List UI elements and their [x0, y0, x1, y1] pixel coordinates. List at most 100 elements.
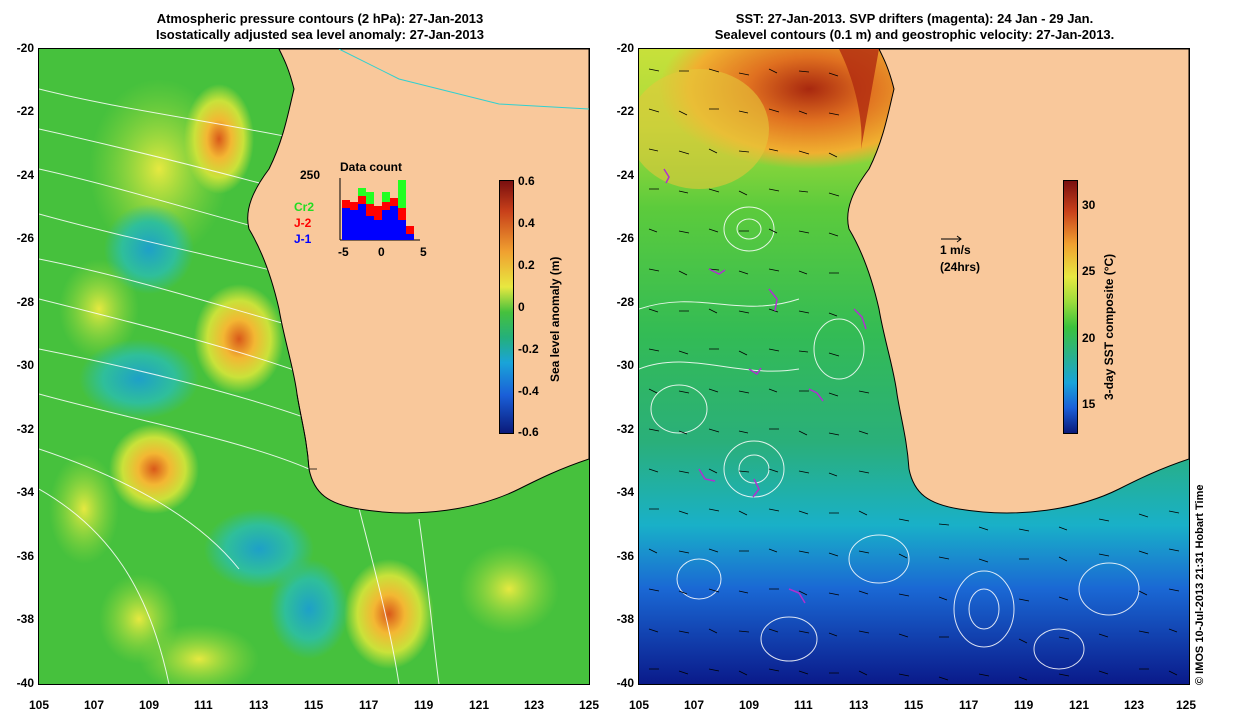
warm-water-west — [639, 69, 769, 189]
y-tick: -22 — [616, 104, 634, 118]
inset-bar-j2 — [342, 200, 350, 208]
x-tick: 109 — [739, 698, 760, 712]
left-title-line1: Atmospheric pressure contours (2 hPa): 2… — [156, 11, 484, 26]
left-cb-tick: 0.2 — [518, 258, 535, 272]
right-cb-tick: 15 — [1082, 397, 1096, 411]
sla-high — [139, 624, 259, 684]
left-colorbar-label: Sea level anomaly (m) — [548, 256, 562, 382]
inset-xtick-0: 0 — [378, 245, 385, 259]
y-tick: -38 — [16, 612, 34, 626]
x-tick: 123 — [1124, 698, 1145, 712]
australia-landmass — [847, 49, 1189, 514]
legend-j1: J-1 — [294, 232, 312, 246]
y-tick: -24 — [616, 168, 634, 182]
legend-j2: J-2 — [294, 216, 312, 230]
x-tick: 107 — [84, 698, 105, 712]
x-tick: 115 — [304, 698, 324, 712]
x-tick: 111 — [794, 698, 813, 712]
y-tick: -28 — [616, 295, 634, 309]
x-tick: 115 — [904, 698, 924, 712]
x-tick: 109 — [139, 698, 160, 712]
x-tick: 117 — [359, 698, 379, 712]
inset-ymax: 250 — [300, 168, 321, 182]
y-tick: -34 — [616, 485, 634, 499]
x-tick: 113 — [249, 698, 269, 712]
y-tick: -26 — [16, 231, 34, 245]
sla-high — [184, 84, 254, 194]
y-tick: -30 — [16, 358, 34, 372]
inset-chart — [339, 178, 420, 241]
right-map[interactable] — [638, 48, 1190, 685]
velocity-scale-sub: (24hrs) — [940, 260, 981, 274]
x-tick: 125 — [1176, 698, 1197, 712]
y-tick: -34 — [16, 485, 34, 499]
y-tick: -38 — [616, 612, 634, 626]
y-tick: -20 — [616, 41, 634, 55]
x-tick: 119 — [414, 698, 434, 712]
warm-coastal — [839, 49, 879, 149]
left-cb-tick: -0.6 — [518, 425, 539, 439]
sla-high — [49, 454, 119, 564]
coast-river — [338, 49, 589, 110]
velocity-scale-label: 1 m/s — [940, 243, 971, 257]
y-tick: -20 — [16, 41, 34, 55]
sla-low — [104, 204, 194, 294]
left-cb-tick: 0.4 — [518, 216, 535, 230]
left-title-line2: Isostatically adjusted sea level anomaly… — [155, 27, 485, 42]
right-colorbar — [1063, 180, 1078, 434]
x-tick: 119 — [1014, 698, 1034, 712]
sealevel-contours — [639, 206, 1140, 670]
left-cb-tick: 0.6 — [518, 174, 535, 188]
sla-low — [79, 339, 199, 419]
x-tick: 111 — [194, 698, 213, 712]
left-title: Atmospheric pressure contours (2 hPa): 2… — [40, 11, 600, 43]
inset-xtick-5: 5 — [420, 245, 427, 259]
left-cb-tick: 0 — [518, 300, 525, 314]
y-tick: -40 — [16, 676, 34, 690]
x-tick: 105 — [629, 698, 650, 712]
x-tick: 117 — [959, 698, 979, 712]
y-tick: -32 — [616, 422, 634, 436]
legend-cr2: Cr2 — [294, 200, 315, 214]
right-cb-tick: 30 — [1082, 198, 1096, 212]
inset-xtick-neg5: -5 — [338, 245, 349, 259]
x-tick: 125 — [579, 698, 600, 712]
sla-high — [459, 544, 559, 634]
shelf-contour — [296, 393, 317, 470]
x-tick: 113 — [849, 698, 869, 712]
left-cb-tick: -0.4 — [518, 384, 539, 398]
sla-high — [344, 559, 434, 669]
imos-credit: © IMOS 10-Jul-2013 21:31 Hobart Time — [1194, 484, 1206, 685]
x-tick: 123 — [524, 698, 545, 712]
inset-bar-j1 — [342, 208, 350, 240]
sla-high — [194, 284, 284, 394]
x-tick: 121 — [469, 698, 490, 712]
data-count-inset: Data count 250 Cr2 J-2 J-1 -5 0 5 — [294, 160, 440, 260]
right-colorbar-label: 3-day SST composite (°C) — [1102, 253, 1116, 400]
inset-title: Data count — [340, 160, 403, 174]
sla-low — [269, 559, 349, 659]
y-tick: -32 — [16, 422, 34, 436]
y-tick: -36 — [616, 549, 634, 563]
y-tick: -22 — [16, 104, 34, 118]
left-colorbar — [499, 180, 514, 434]
y-tick: -24 — [16, 168, 34, 182]
left-cb-tick: -0.2 — [518, 342, 539, 356]
sla-high — [109, 424, 199, 514]
y-tick: -26 — [616, 231, 634, 245]
x-tick: 105 — [29, 698, 50, 712]
y-tick: -28 — [16, 295, 34, 309]
y-tick: -40 — [616, 676, 634, 690]
drifter-tracks — [663, 168, 867, 604]
sla-high — [59, 259, 139, 359]
right-title-line2: Sealevel contours (0.1 m) and geostrophi… — [714, 27, 1115, 42]
y-tick: -36 — [16, 549, 34, 563]
right-title: SST: 27-Jan-2013. SVP drifters (magenta)… — [637, 11, 1192, 43]
velocity-arrows — [648, 68, 1180, 681]
right-map-svg — [639, 49, 1189, 684]
x-tick: 107 — [684, 698, 705, 712]
y-tick: -30 — [616, 358, 634, 372]
velocity-scale-arrowhead — [956, 235, 962, 243]
right-cb-tick: 25 — [1082, 264, 1096, 278]
right-cb-tick: 20 — [1082, 331, 1096, 345]
